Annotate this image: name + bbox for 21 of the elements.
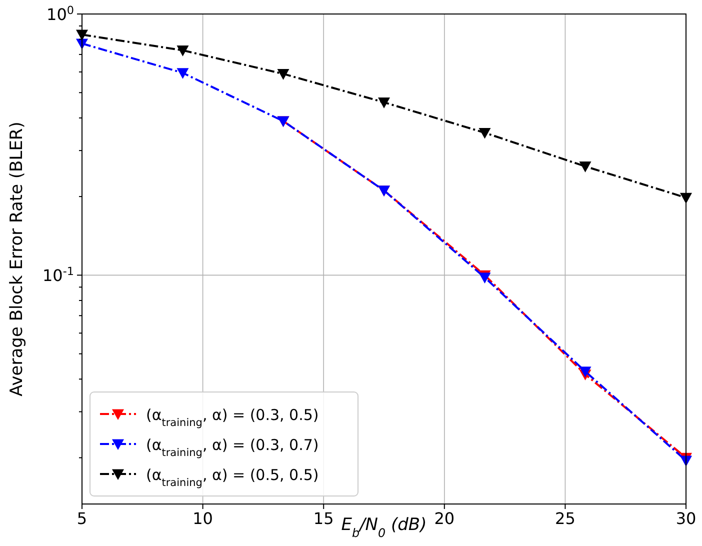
point: [176, 68, 189, 79]
point: [579, 162, 592, 172]
y-axis-title: Average Block Error Rate (BLER): [7, 122, 27, 396]
point: [378, 98, 390, 108]
x-tick-label: 25: [555, 509, 576, 528]
x-tick-label: 5: [76, 509, 88, 528]
y-tick-label: 10$^{0}$: [46, 4, 74, 24]
legend-label: (α$_{training}$, α) = (0.3, 0.5): [146, 406, 319, 429]
x-tick-label: 10: [192, 509, 213, 528]
point: [478, 128, 491, 139]
point: [176, 46, 189, 56]
x-tick-label: 15: [313, 509, 334, 528]
legend-label: (α$_{training}$, α) = (0.5, 0.5): [146, 466, 319, 489]
y-tick-label: 10$^{-1}$: [42, 264, 74, 286]
x-tick-label: 20: [434, 509, 455, 528]
point: [579, 366, 592, 378]
legend-label: (α$_{training}$, α) = (0.3, 0.7): [146, 436, 319, 459]
point: [277, 69, 290, 80]
x-axis-title: E$_{b}$/N$_{0}$ (dB): [341, 515, 427, 540]
x-tick-label: 30: [676, 509, 696, 528]
point: [478, 272, 491, 284]
